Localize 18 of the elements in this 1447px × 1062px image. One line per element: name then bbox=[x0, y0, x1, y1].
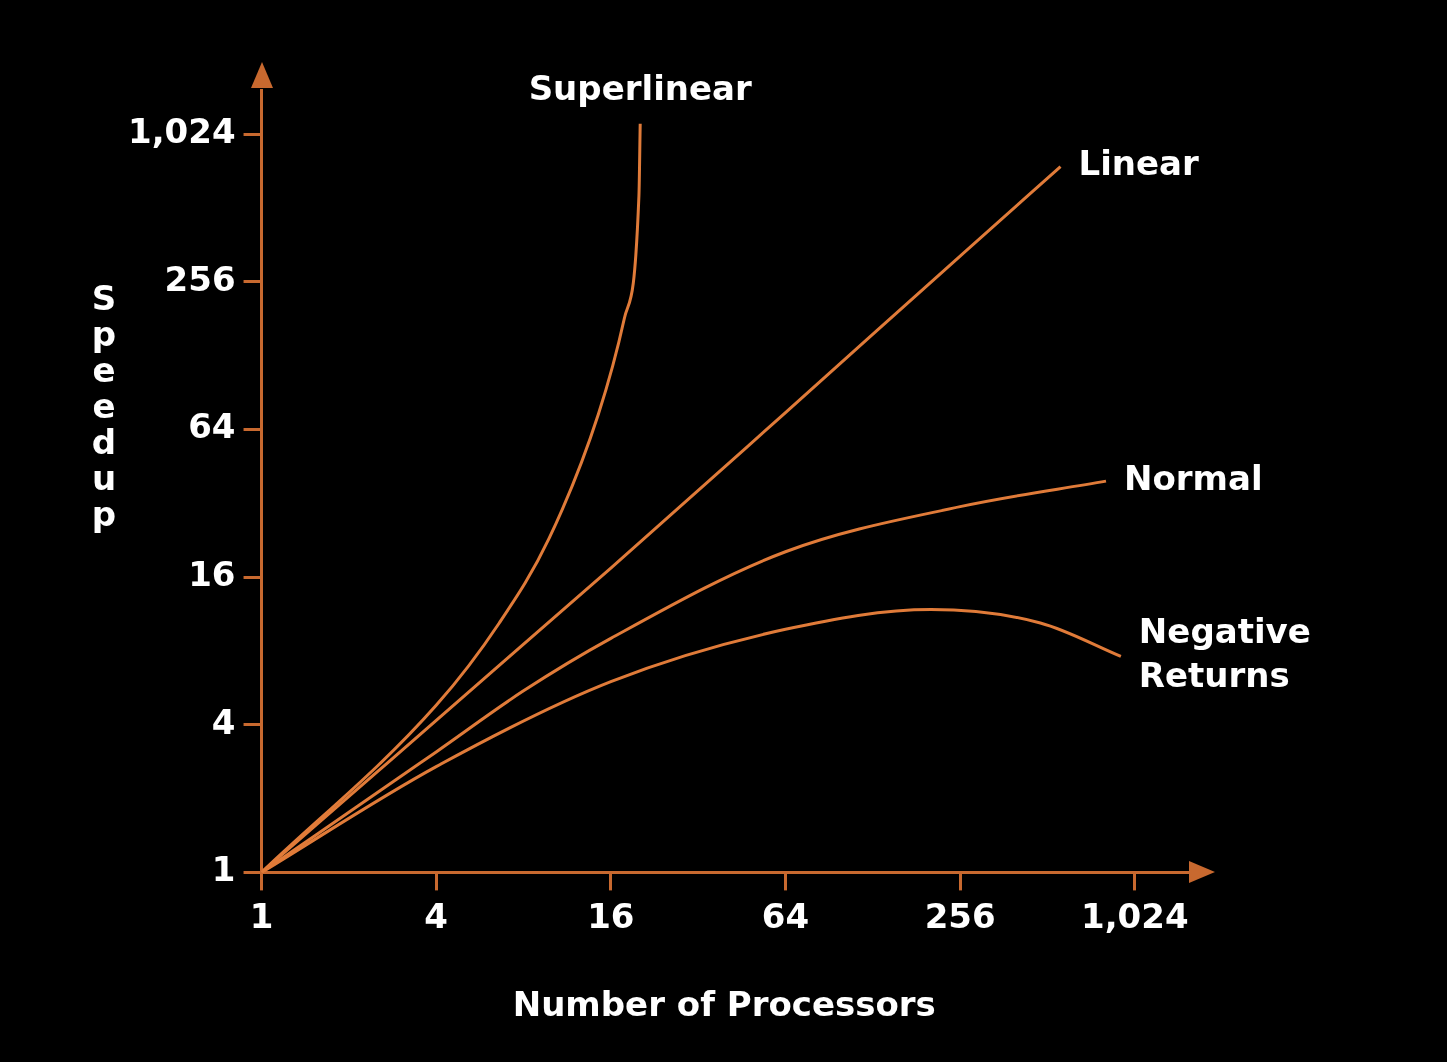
y-tick-label: 16 bbox=[188, 553, 236, 594]
y-tick-label: 1,024 bbox=[128, 110, 236, 151]
x-tick-label: 16 bbox=[587, 895, 635, 936]
x-tick-label: 1,024 bbox=[1081, 895, 1189, 936]
series-label: Superlinear bbox=[528, 68, 753, 109]
x-tick-label: 64 bbox=[761, 895, 810, 936]
y-tick-label: 256 bbox=[164, 258, 236, 299]
x-axis-title: Number of Processors bbox=[512, 984, 936, 1025]
series-label: Negative Returns bbox=[1138, 611, 1311, 696]
x-tick-label: 256 bbox=[924, 895, 996, 936]
series-label: Linear bbox=[1078, 143, 1200, 184]
y-axis-title: Speedup bbox=[84, 278, 124, 530]
y-tick-label: 1 bbox=[211, 849, 236, 890]
x-tick-label: 1 bbox=[249, 895, 274, 936]
x-tick-label: 4 bbox=[424, 895, 449, 936]
series-label: Normal bbox=[1124, 457, 1263, 498]
y-tick-label: 64 bbox=[188, 406, 236, 447]
y-tick-label: 4 bbox=[211, 701, 236, 742]
